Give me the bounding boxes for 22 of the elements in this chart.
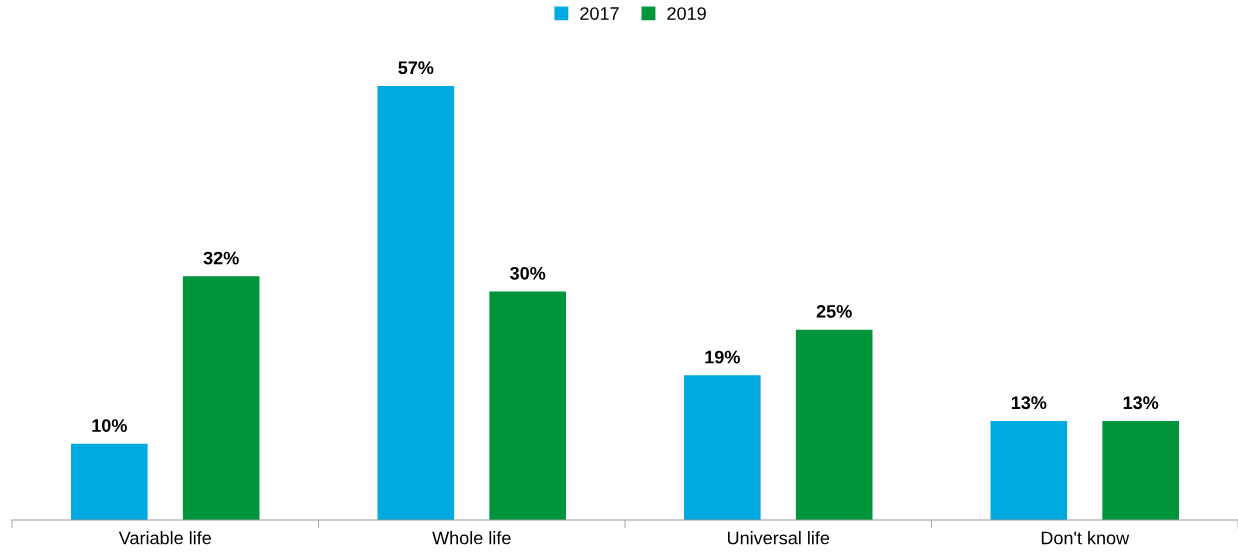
bar [71,443,148,520]
data-label: 13% [1011,396,1047,410]
legend-label: 2019 [667,7,706,20]
x-tick-label: Universal life [727,531,830,545]
data-label: 25% [816,304,852,318]
x-tick-label: Variable life [118,531,211,545]
data-label: 32% [203,251,239,265]
bar [684,375,761,520]
x-tick-label: Whole life [432,531,511,545]
data-label: 10% [92,419,127,432]
x-tick-label: Don't know [1041,531,1130,545]
legend-label: 2017 [580,7,619,20]
data-label: 57% [398,61,434,75]
bar [1102,421,1179,520]
data-label: 30% [510,266,546,280]
data-label: 19% [705,350,740,364]
bar [182,276,260,520]
bar [377,86,455,520]
data-label: 13% [1123,396,1159,410]
bar [795,329,873,520]
bar [489,291,566,520]
bar [990,421,1068,520]
